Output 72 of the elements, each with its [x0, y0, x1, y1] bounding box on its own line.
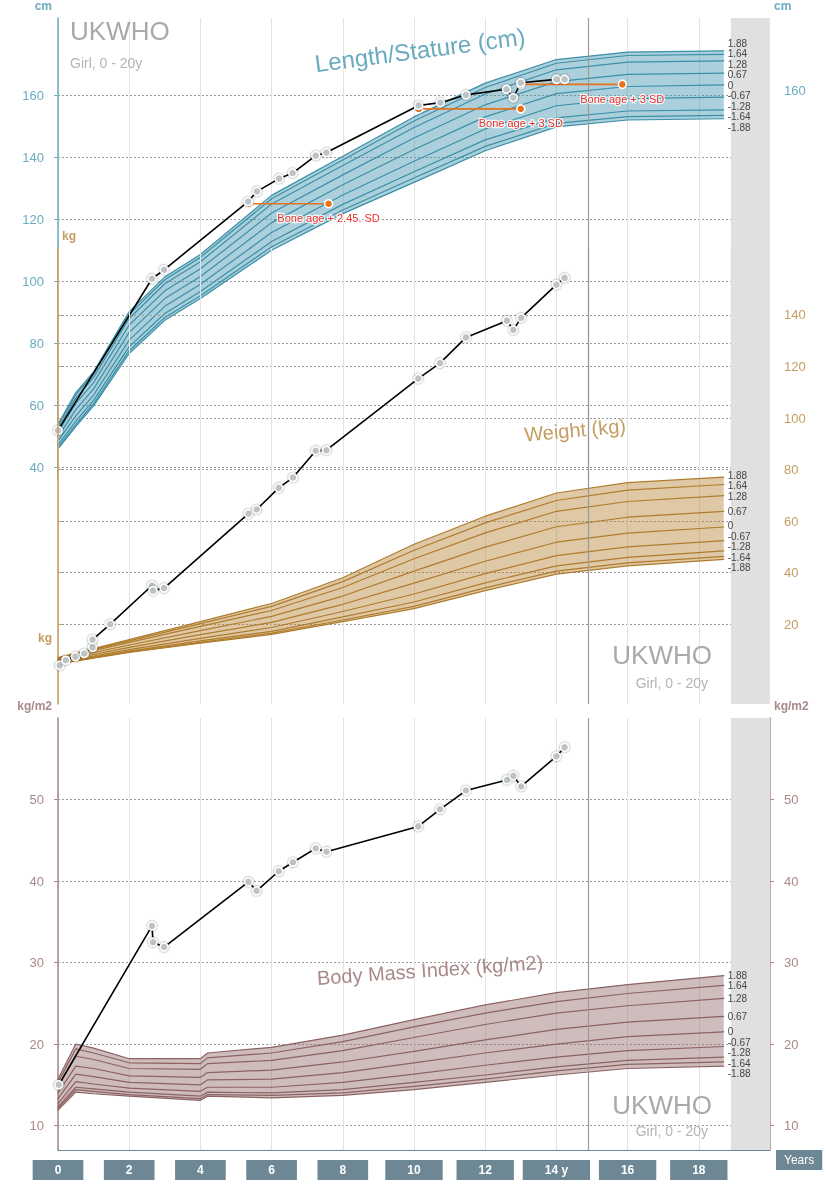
series-label: 0 [727, 520, 734, 532]
x-tick-label: 16 [620, 1163, 635, 1177]
series-label: 0.67 [727, 505, 748, 517]
x-axis-title: Years [784, 1153, 815, 1167]
y-tick-label: 20 [784, 616, 799, 632]
x-tick-label: 12 [478, 1163, 493, 1177]
series-label: 1.64 [727, 48, 748, 60]
y-axis-title: kg/m2 [17, 699, 53, 713]
series-label: 1.28 [727, 490, 748, 502]
y-axis-title: cm [34, 0, 52, 13]
series-label: -0.67 [727, 1036, 751, 1048]
y-tick-label: 120 [22, 212, 44, 228]
y-tick-label: 40 [29, 873, 44, 889]
series-label: -1.28 [727, 100, 751, 112]
series-label: 1.88 [727, 37, 748, 49]
y-tick-label: 120 [784, 359, 806, 375]
y-tick-label: 80 [29, 336, 44, 352]
x-tick-label: 0 [54, 1163, 62, 1177]
annotation: Girl, 0 - 20y [635, 1123, 708, 1139]
series-label: -1.64 [727, 551, 751, 563]
annotation: Girl, 0 - 20y [635, 675, 708, 691]
annotation: UKWHO [612, 640, 712, 670]
y-tick-label: 40 [29, 460, 44, 476]
text: Body Mass Index (kg/m2) [316, 951, 544, 989]
y-tick-label: 60 [29, 398, 44, 414]
series-label: -1.28 [727, 1047, 751, 1059]
y-tick-label: 140 [22, 150, 44, 166]
series-label: 1.64 [727, 480, 748, 492]
x-tick-label: 14 y [544, 1163, 569, 1177]
series-label: -1.64 [727, 111, 751, 123]
series-label: -1.88 [727, 1068, 751, 1080]
series-label: 1.64 [727, 980, 748, 992]
y-tick-label: 10 [29, 1118, 44, 1134]
y-tick-label: 40 [784, 565, 799, 581]
x-tick-label: 8 [339, 1163, 347, 1177]
y-tick-label: 30 [29, 955, 44, 971]
y-tick-label: 80 [784, 462, 799, 478]
annotation: UKWHO [70, 16, 170, 46]
y-tick-label: 60 [784, 513, 799, 529]
series-label: -0.67 [727, 530, 751, 542]
y2-axis-title: kg/m2 [774, 699, 810, 713]
series-label: 1.88 [727, 969, 748, 981]
y-tick-label: 20 [29, 1036, 44, 1052]
y-tick-label: 140 [784, 307, 806, 323]
y-tick-label: 100 [22, 274, 44, 290]
y-tick-label: 50 [29, 792, 44, 808]
x-tick-label: 4 [197, 1163, 205, 1177]
annotation: UKWHO [612, 1090, 712, 1120]
series-label: 0 [727, 79, 734, 91]
annotation: Girl, 0 - 20y [70, 55, 143, 71]
x-tick-label: 10 [407, 1163, 421, 1177]
x-tick-label: 2 [125, 1163, 133, 1177]
series-label: -0.67 [727, 90, 751, 102]
series-label: 0.67 [727, 69, 748, 81]
series-label: -1.88 [727, 121, 751, 133]
series-label: 0.67 [727, 1010, 748, 1022]
series-label: -1.28 [727, 541, 751, 553]
y-tick-label: 100 [784, 410, 806, 426]
series-label: 1.28 [727, 58, 748, 70]
text: Length/Stature (cm) [313, 22, 527, 78]
text: Weight (kg) [523, 414, 627, 446]
y2-axis-title: kg [37, 631, 52, 645]
series-label: 1.88 [727, 469, 748, 481]
series-label: -1.88 [727, 562, 751, 574]
y-axis-title: kg [62, 229, 77, 243]
series-label: 0 [727, 1026, 734, 1038]
y-tick-label: 160 [22, 88, 44, 104]
series-label: -1.64 [727, 1057, 751, 1069]
series-label: 1.28 [727, 992, 748, 1004]
y2-axis-title: cm [774, 0, 792, 13]
x-tick-label: 6 [268, 1163, 276, 1177]
x-tick-label: 18 [692, 1163, 706, 1177]
